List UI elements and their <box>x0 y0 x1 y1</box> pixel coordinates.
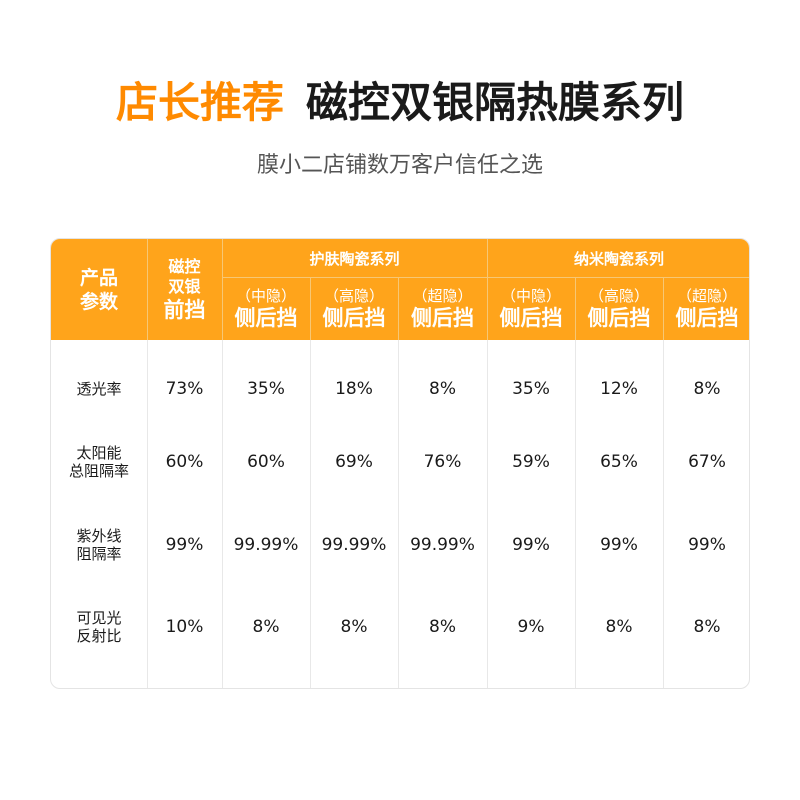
header-divider <box>310 277 311 340</box>
magnetic-header: 磁控 双银 前挡 <box>147 239 222 340</box>
row-label-line: 反射比 <box>76 627 122 645</box>
value-cell: 99.99% <box>321 535 387 555</box>
header-divider <box>222 239 223 340</box>
subcol-bottom: 侧后挡 <box>322 305 386 330</box>
subcol-bottom: 侧后挡 <box>499 305 563 330</box>
header-divider <box>147 239 148 340</box>
row-label-line: 紫外线 <box>76 527 122 545</box>
value-cell: 59% <box>512 452 550 472</box>
title-main: 磁控双银隔热膜系列 <box>306 78 685 127</box>
row-label-line: 可见光 <box>76 609 122 627</box>
value-cell: 8% <box>693 379 721 399</box>
value-cell: 99% <box>688 535 726 555</box>
value-cell: 8% <box>429 617 456 637</box>
subcol-header: （中隐） 侧后挡 <box>487 277 575 340</box>
value-cell: 99% <box>512 535 550 555</box>
subcol-top: （超隐） <box>412 286 473 305</box>
subcol-bottom: 侧后挡 <box>411 305 474 330</box>
magnetic-header-line1: 磁控 <box>168 256 201 276</box>
column-divider <box>147 340 148 688</box>
param-header-line2: 参数 <box>79 290 118 313</box>
value-cell: 99% <box>600 535 638 555</box>
page-subtitle: 膜小二店铺数万客户信任之选 <box>256 153 543 178</box>
subcol-header: （超隐） 侧后挡 <box>663 277 749 340</box>
value-cell: 8% <box>429 379 456 399</box>
value-cell: 18% <box>335 379 373 399</box>
value-cell: 9% <box>517 617 545 637</box>
column-divider <box>575 340 576 688</box>
subcol-bottom: 侧后挡 <box>675 305 739 330</box>
row-label-line: 透光率 <box>76 380 122 398</box>
value-cell: 67% <box>688 452 726 472</box>
value-cell: 76% <box>423 452 462 472</box>
value-cell: 8% <box>340 617 368 637</box>
value-cell: 12% <box>600 379 638 399</box>
page-title: 店长推荐 磁控双银隔热膜系列 <box>0 72 800 134</box>
subcol-top: （中隐） <box>235 286 296 305</box>
table-header-background <box>51 239 749 340</box>
column-divider <box>487 340 488 688</box>
magnetic-header-line3: 前挡 <box>163 297 206 322</box>
subcol-header: （高隐） 侧后挡 <box>575 277 663 340</box>
value-cell: 65% <box>600 452 638 472</box>
title-accent: 店长推荐 <box>115 78 284 127</box>
header-divider <box>222 277 749 278</box>
param-header: 产品 参数 <box>51 239 147 340</box>
row-label-line: 总阻隔率 <box>68 462 129 480</box>
row-label-line: 太阳能 <box>76 444 122 462</box>
magnetic-header-line2: 双银 <box>168 276 201 296</box>
group-header-skin-ceramic: 护肤陶瓷系列 <box>309 249 400 268</box>
value-cell: 8% <box>693 617 721 637</box>
value-cell: 10% <box>165 617 204 637</box>
column-divider <box>398 340 399 688</box>
header-divider <box>398 277 399 340</box>
header-divider <box>575 277 576 340</box>
column-divider <box>663 340 664 688</box>
value-cell: 60% <box>165 452 204 472</box>
row-label-line: 阻隔率 <box>76 545 122 563</box>
subcol-header: （中隐） 侧后挡 <box>222 277 310 340</box>
value-cell: 60% <box>247 452 285 472</box>
subcol-bottom: 侧后挡 <box>587 305 651 330</box>
subcol-top: （超隐） <box>676 286 737 305</box>
value-cell: 99% <box>165 535 204 555</box>
column-divider <box>222 340 223 688</box>
value-cell: 8% <box>252 617 280 637</box>
value-cell: 73% <box>165 379 204 399</box>
value-cell: 35% <box>247 379 285 399</box>
param-header-line1: 产品 <box>79 266 118 289</box>
value-cell: 99.99% <box>410 535 475 555</box>
value-cell: 69% <box>335 452 373 472</box>
comparison-table: 产品 参数 磁控 双银 前挡 护肤陶瓷系列 纳米陶瓷系列 （中隐） 侧后挡 （高隐… <box>50 238 750 689</box>
group-header-nano-ceramic: 纳米陶瓷系列 <box>573 249 664 268</box>
row-label: 太阳能 总阻隔率 <box>51 432 147 492</box>
value-cell: 35% <box>512 379 550 399</box>
value-cell: 99.99% <box>233 535 299 555</box>
subcol-header: （高隐） 侧后挡 <box>310 277 398 340</box>
subcol-top: （高隐） <box>323 286 384 305</box>
subcol-header: （超隐） 侧后挡 <box>398 277 487 340</box>
header-divider <box>487 239 488 340</box>
subcol-top: （高隐） <box>588 286 649 305</box>
column-divider <box>310 340 311 688</box>
value-cell: 8% <box>605 617 633 637</box>
row-label: 透光率 <box>51 359 147 419</box>
subcol-bottom: 侧后挡 <box>234 305 298 330</box>
header-divider <box>663 277 664 340</box>
row-label: 紫外线 阻隔率 <box>51 515 147 575</box>
row-label: 可见光 反射比 <box>51 597 147 657</box>
subcol-top: （中隐） <box>500 286 561 305</box>
